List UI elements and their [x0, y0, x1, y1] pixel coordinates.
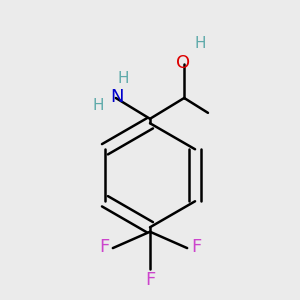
Text: N: N [111, 88, 124, 106]
Text: H: H [195, 36, 206, 51]
Text: F: F [191, 238, 201, 256]
Text: O: O [176, 54, 190, 72]
Text: F: F [145, 271, 155, 289]
Text: H: H [118, 71, 129, 86]
Text: F: F [99, 238, 109, 256]
Text: H: H [92, 98, 104, 113]
